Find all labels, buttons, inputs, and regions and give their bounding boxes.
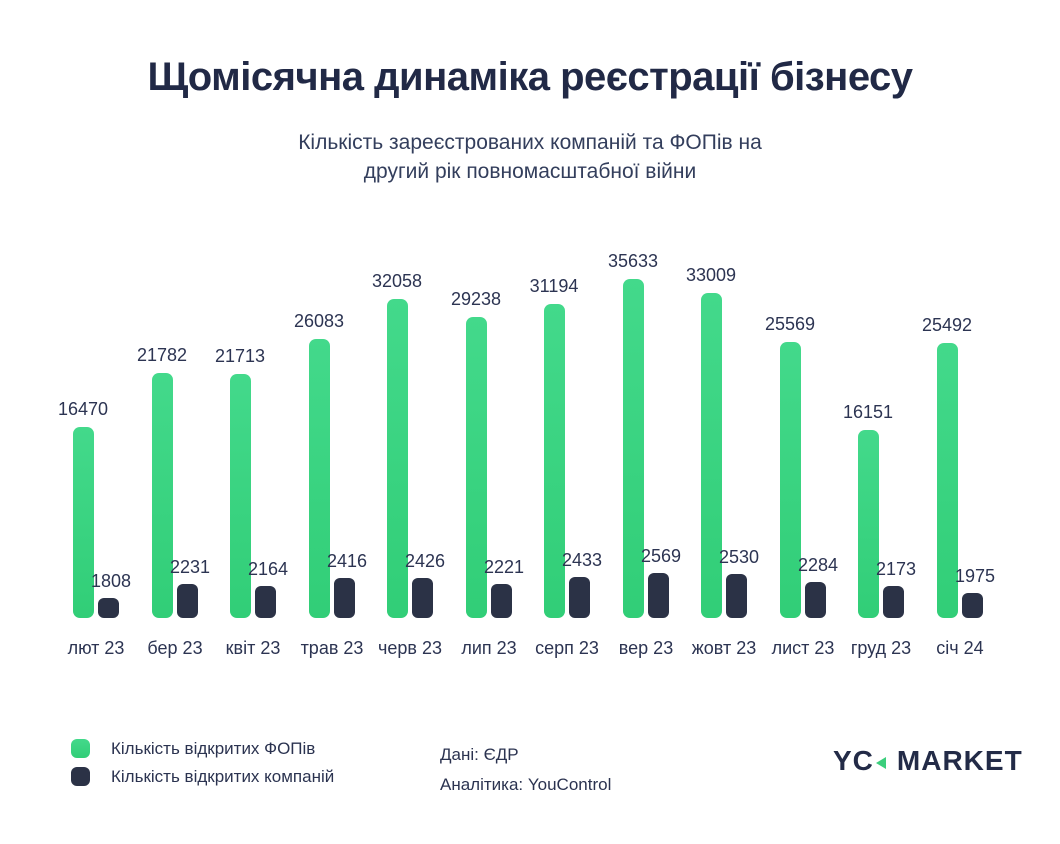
fop-value-label: 25492: [921, 315, 973, 335]
logo-play-triangle-icon: [875, 756, 886, 769]
month-label: лип 23: [461, 638, 517, 658]
company-bar: [255, 586, 276, 618]
fop-bar: [623, 279, 644, 618]
logo-text-yc: YC: [833, 745, 874, 776]
fop-bar: [387, 299, 408, 618]
month-label: черв 23: [378, 638, 442, 658]
subtitle-line-1: Кількість зареєстрованих компаній та ФОП…: [298, 131, 762, 154]
company-bar: [98, 598, 119, 618]
bar-group: 29238 2221 лип 23: [451, 0, 524, 844]
bar-group: 21782 2231 бер 23: [137, 0, 210, 844]
source-data: Дані: ЄДР: [440, 745, 519, 764]
bar-group: 16470 1808 лют 23: [58, 0, 131, 844]
legend-label-companies: Кількість відкритих компаній: [111, 766, 335, 786]
company-bar: [412, 578, 433, 618]
bar-group: 16151 2173 груд 23: [843, 0, 916, 844]
company-value-label: 2433: [561, 550, 603, 570]
fop-bar: [230, 374, 251, 618]
month-label: лют 23: [67, 638, 125, 658]
company-value-label: 2426: [404, 551, 446, 571]
company-bar: [491, 584, 512, 618]
bar-group: 26083 2416 трав 23: [294, 0, 367, 844]
company-value-label: 2416: [326, 551, 368, 571]
fop-value-label: 35633: [607, 251, 659, 271]
fop-value-label: 21782: [136, 345, 188, 365]
month-label: лист 23: [771, 638, 835, 658]
fop-value-label: 16151: [842, 402, 894, 422]
source-analytics: Аналітика: YouControl: [440, 775, 612, 794]
fop-bar: [780, 342, 801, 618]
bar-group: 32058 2426 черв 23: [372, 0, 445, 844]
company-value-label: 2284: [797, 555, 839, 575]
company-bar: [805, 582, 826, 618]
company-bar: [962, 593, 983, 618]
bar-group: 31194 2433 серп 23: [530, 0, 602, 844]
month-label: вер 23: [618, 638, 674, 658]
fop-bar: [466, 317, 487, 618]
month-label: груд 23: [850, 638, 912, 658]
fop-bar: [152, 373, 173, 618]
logo-text-market: MARKET: [896, 745, 1023, 776]
company-bar: [726, 574, 747, 618]
bar-group: 25569 2284 лист 23: [765, 0, 838, 844]
fop-bar: [937, 343, 958, 618]
fop-value-label: 29238: [450, 289, 502, 309]
company-value-label: 2231: [169, 557, 211, 577]
fop-bar: [309, 339, 330, 618]
fop-value-label: 21713: [214, 346, 266, 366]
bar-group: 35633 2569 вер 23: [608, 0, 681, 844]
bar-group: 25492 1975 січ 24: [922, 0, 995, 844]
fop-value-label: 33009: [685, 265, 737, 285]
company-value-label: 2164: [247, 559, 289, 579]
fop-value-label: 25569: [764, 314, 816, 334]
company-bar: [177, 584, 198, 618]
month-label: бер 23: [147, 638, 203, 658]
company-bar: [648, 573, 669, 618]
month-label: серп 23: [535, 638, 599, 658]
company-bar: [334, 578, 355, 618]
legend-item-companies: Кількість відкритих компаній: [71, 767, 334, 786]
company-value-label: 1808: [90, 571, 132, 591]
page-title: Щомісячна динаміка реєстрації бізнесу: [147, 55, 913, 99]
month-label: квіт 23: [225, 638, 281, 658]
month-label: трав 23: [300, 638, 364, 658]
page-subtitle: Кількість зареєстрованих компаній та ФОП…: [0, 128, 1060, 186]
fop-value-label: 26083: [293, 311, 345, 331]
company-value-label: 2173: [875, 559, 917, 579]
company-value-label: 2530: [718, 547, 760, 567]
fop-value-label: 31194: [529, 276, 579, 296]
bar-group: 33009 2530 жовт 23: [686, 0, 759, 844]
company-legend-swatch-icon: [71, 767, 90, 786]
data-sources: Дані: ЄДР Аналітика: YouControl: [440, 740, 611, 800]
legend-item-fops: Кількість відкритих ФОПів: [71, 739, 334, 758]
company-value-label: 2221: [483, 557, 525, 577]
fop-bar: [701, 293, 722, 618]
chart-legend: Кількість відкритих ФОПів Кількість відк…: [71, 739, 334, 795]
month-label: жовт 23: [691, 638, 757, 658]
bar-group: 21713 2164 квіт 23: [215, 0, 288, 844]
company-value-label: 1975: [954, 566, 996, 586]
fop-value-label: 16470: [57, 399, 109, 419]
legend-label-fops: Кількість відкритих ФОПів: [111, 738, 316, 758]
fop-bar: [73, 427, 94, 618]
fop-legend-swatch-icon: [71, 739, 90, 758]
company-bar: [569, 577, 590, 618]
fop-bar: [544, 304, 565, 618]
month-label: січ 24: [936, 638, 984, 658]
fop-bar: [858, 430, 879, 618]
yc-market-logo: YC MARKET: [833, 745, 1023, 777]
company-bar: [883, 586, 904, 618]
subtitle-line-2: другий рік повномасштабної війни: [363, 160, 697, 183]
fop-value-label: 32058: [371, 271, 423, 291]
company-value-label: 2569: [640, 546, 682, 566]
